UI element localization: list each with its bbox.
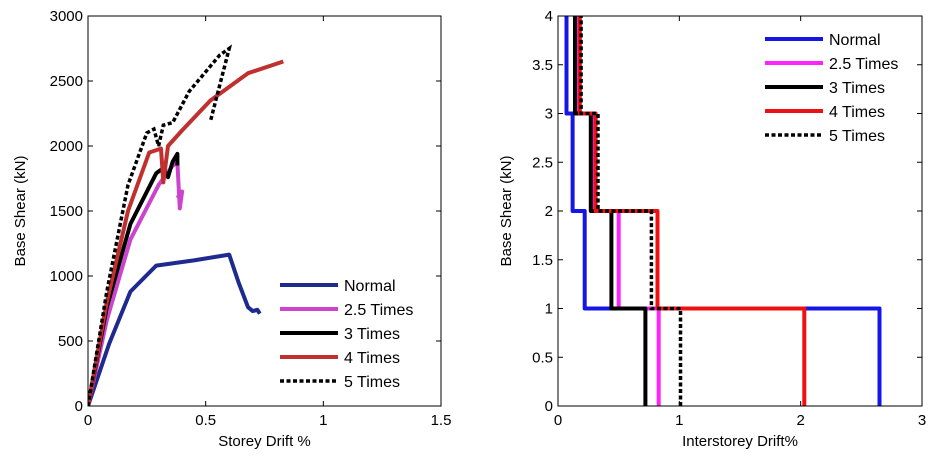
y-tick-label: 3000 [50, 8, 83, 25]
y-tick-label: 2 [545, 203, 553, 220]
x-axis-label: Interstorey Drift% [682, 433, 798, 450]
series-line-1 [564, 16, 882, 406]
x-tick-label: 1.5 [431, 412, 452, 429]
series-group [88, 44, 284, 406]
series-group [564, 16, 882, 406]
legend: Normal 2.5 Times 3 Times 4 Times 5 Times [280, 278, 413, 391]
plot-frame [87, 15, 442, 407]
y-tick-label: 3.5 [532, 57, 553, 74]
legend-label: 5 Times [829, 128, 885, 145]
x-tick-label: 0 [554, 412, 562, 429]
series-line-5 [579, 16, 683, 406]
legend-label: Normal [344, 278, 396, 295]
y-tick-label: 2.5 [532, 154, 553, 171]
y-tick-label: 1500 [50, 203, 83, 220]
series-line-4 [88, 59, 284, 406]
legend-label: 2.5 Times [344, 302, 413, 319]
x-axis-label: Storey Drift % [218, 433, 311, 450]
legend-label: 4 Times [344, 350, 400, 367]
y-tick-label: 3 [545, 106, 553, 123]
y-tick-label: 500 [58, 333, 83, 350]
y-tick-label: 2000 [50, 138, 83, 155]
y-tick-label: 0.5 [532, 349, 553, 366]
y-tick-label: 1.5 [532, 252, 553, 269]
legend-label: 3 Times [344, 326, 400, 343]
y-axis-label: Base Shear (kN) [498, 156, 515, 267]
y-tick-label: 0 [545, 398, 553, 415]
chart-1: 0 0.5 1 1.5 0 500 1000 1500 2000 2500 3000 Storey D… [12, 8, 451, 450]
legend-label: 3 Times [829, 80, 885, 97]
legend-label: 5 Times [344, 374, 400, 391]
chart-2: 0 1 2 3 0 0.5 1 1.5 2 2.5 3 3.5 4 Interstorey Drift% B… [498, 8, 926, 450]
legend: Normal 2.5 Times 3 Times 4 Times 5 Times [765, 32, 898, 145]
x-tick-label: 0.5 [195, 412, 216, 429]
legend-label: 4 Times [829, 104, 885, 121]
y-tick-label: 1000 [50, 268, 83, 285]
legend-label: 2.5 Times [829, 56, 898, 73]
x-tick-label: 3 [918, 412, 926, 429]
x-tick-label: 0 [84, 412, 92, 429]
y-tick-label: 0 [75, 398, 83, 415]
y-axis-label: Base Shear (kN) [12, 156, 29, 267]
y-tick-label: 1 [545, 301, 553, 318]
y-tick-label: 2500 [50, 73, 83, 90]
x-tick-label: 1 [675, 412, 683, 429]
x-tick-label: 2 [796, 412, 804, 429]
legend-label: Normal [829, 32, 881, 49]
x-tick-label: 1 [319, 412, 327, 429]
series-line-1 [88, 252, 262, 406]
y-tick-label: 4 [545, 8, 553, 25]
